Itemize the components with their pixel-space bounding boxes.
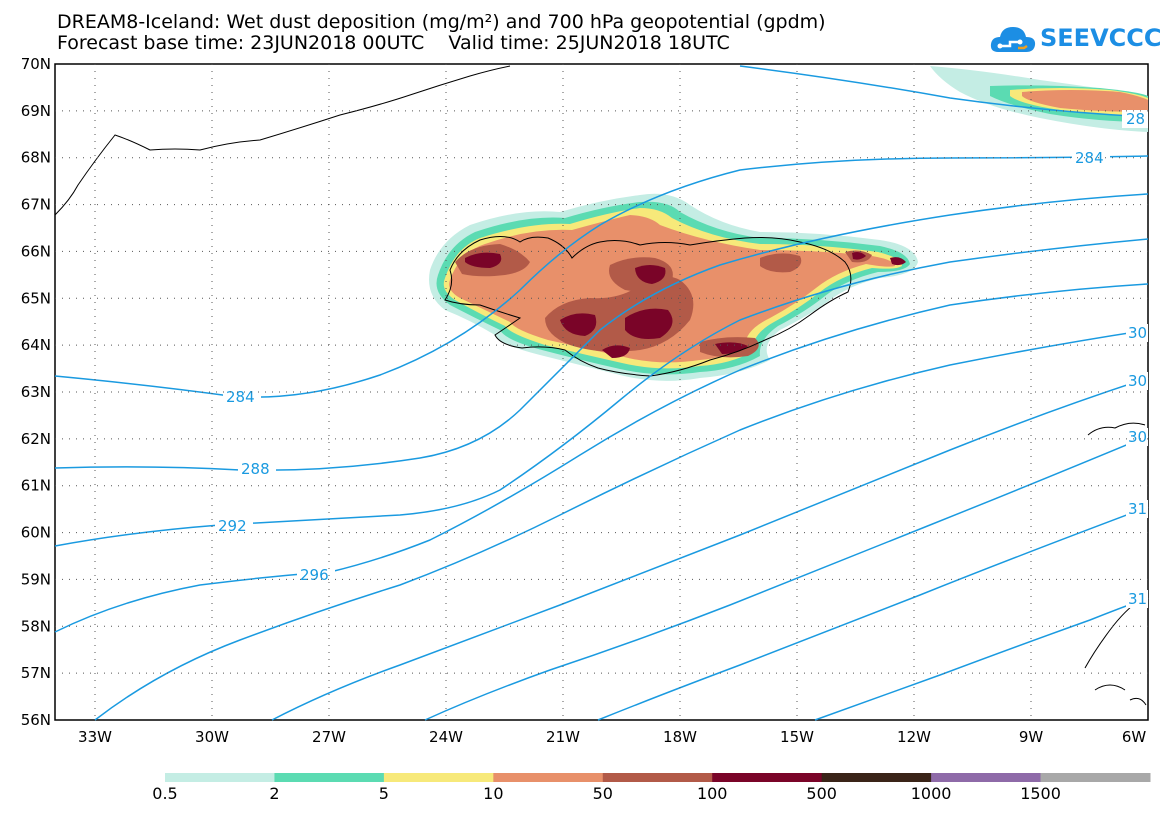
latitude-label: 61N xyxy=(21,477,51,495)
longitude-label: 9W xyxy=(1019,728,1044,746)
greenland-coastline xyxy=(54,65,511,216)
legend-label: 2 xyxy=(269,784,280,803)
legend-label: 1000 xyxy=(910,784,952,803)
cloud-icon xyxy=(990,27,1036,52)
latitude-label: 56N xyxy=(21,711,51,729)
legend-color-swatch xyxy=(383,773,494,782)
legend-label: 50 xyxy=(592,784,613,803)
contour-label: 296 xyxy=(300,566,329,584)
legend-label: 1500 xyxy=(1020,784,1061,803)
contour-label: 30 xyxy=(1128,428,1147,446)
faroe-coastline xyxy=(1087,422,1146,436)
latitude-label: 69N xyxy=(21,102,51,120)
latitude-label: 68N xyxy=(21,149,51,167)
contour-label: 288 xyxy=(241,460,270,478)
longitude-label: 15W xyxy=(780,728,814,746)
latitude-label: 57N xyxy=(21,664,51,682)
legend-label: 10 xyxy=(483,784,504,803)
graticule xyxy=(55,64,1148,720)
legend-color-swatch xyxy=(165,773,275,782)
contour-label-group: 284 288 292 296 284 28 30 30 30 31 31 xyxy=(215,110,1148,608)
iceland-coastline xyxy=(444,236,852,377)
legend-label: 100 xyxy=(696,784,728,803)
legend-color-swatch xyxy=(493,773,604,782)
latitude-label: 64N xyxy=(21,336,51,354)
longitude-label: 21W xyxy=(546,728,580,746)
legend-label: 5 xyxy=(378,784,389,803)
latitude-label: 58N xyxy=(21,617,51,635)
legend-color-swatch xyxy=(602,773,713,782)
contour-line xyxy=(54,283,1149,633)
latitude-label: 63N xyxy=(21,383,51,401)
contour-label: 30 xyxy=(1128,324,1147,342)
contour-label: 31 xyxy=(1128,500,1147,518)
geopotential-contours xyxy=(54,65,1149,721)
contour-line xyxy=(814,597,1149,721)
legend-colorbar xyxy=(165,773,1151,782)
latitude-label: 62N xyxy=(21,430,51,448)
contour-line xyxy=(424,435,1149,721)
longitude-label: 6W xyxy=(1122,728,1147,746)
contour-label: 284 xyxy=(1075,149,1104,167)
longitude-label: 30W xyxy=(195,728,229,746)
legend-color-swatch xyxy=(1040,773,1151,782)
scotland-coastline xyxy=(1084,599,1147,706)
longitude-label: 27W xyxy=(312,728,346,746)
latitude-label: 59N xyxy=(21,570,51,588)
longitude-label: 24W xyxy=(429,728,463,746)
contour-line xyxy=(94,329,1149,721)
logo-text: SEEVCCC xyxy=(1040,24,1162,52)
legend-color-swatch xyxy=(931,773,1042,782)
legend-color-swatch xyxy=(712,773,823,782)
contour-label: 284 xyxy=(226,388,255,406)
latitude-label: 66N xyxy=(21,242,51,260)
latitude-label: 65N xyxy=(21,289,51,307)
legend-color-swatch xyxy=(821,773,932,782)
contour-label: 30 xyxy=(1128,372,1147,390)
contour-line xyxy=(597,506,1149,721)
longitude-label: 18W xyxy=(663,728,697,746)
latitude-label: 60N xyxy=(21,524,51,542)
contour-label: 28 xyxy=(1126,110,1145,128)
contour-line xyxy=(271,377,1149,721)
legend-label: 0.5 xyxy=(152,784,178,803)
dust-deposition-field xyxy=(429,66,1148,381)
contour-line xyxy=(739,65,1149,118)
longitude-label: 12W xyxy=(897,728,931,746)
longitude-label: 33W xyxy=(78,728,112,746)
map-title: DREAM8-Iceland: Wet dust deposition (mg/… xyxy=(57,11,826,33)
latitude-labels: 70N 69N 68N 67N 66N 65N 64N 63N 62N 61N 60N 59N 58N 5… xyxy=(21,55,51,729)
contour-label: 292 xyxy=(218,517,247,535)
seevccc-logo: SEEVCCC xyxy=(988,22,1162,58)
contour-label: 31 xyxy=(1128,590,1147,608)
map-subtitle: Forecast base time: 23JUN2018 00UTC Vali… xyxy=(57,32,730,54)
latitude-label: 67N xyxy=(21,196,51,214)
latitude-label: 70N xyxy=(21,55,51,73)
longitude-labels: 33W 30W 27W 24W 21W 18W 15W 12W 9W 6W xyxy=(78,728,1146,746)
legend-color-swatch xyxy=(274,773,385,782)
legend-label: 500 xyxy=(806,784,837,803)
